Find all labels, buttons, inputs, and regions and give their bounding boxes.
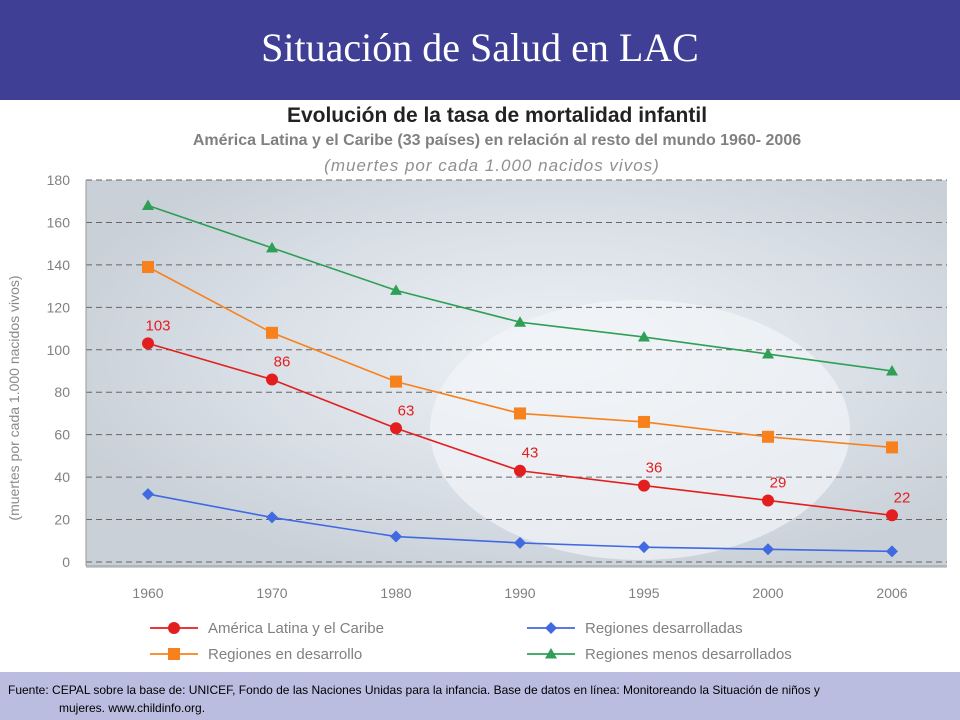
x-tick-label: 1960	[132, 585, 163, 601]
y-axis-label: (muertes por cada 1.000 nacidos vivos)	[6, 275, 22, 520]
source-text: Fuente: CEPAL sobre la base de: UNICEF, …	[8, 681, 948, 717]
x-tick-label: 1990	[504, 585, 535, 601]
data-point-marker	[514, 407, 526, 420]
y-tick-label: 60	[54, 427, 70, 443]
data-point-marker	[266, 241, 278, 253]
data-point-marker	[142, 199, 154, 210]
y-tick-label: 40	[54, 469, 70, 485]
data-point-marker	[390, 422, 402, 435]
data-point-marker	[762, 543, 774, 556]
data-point-marker	[390, 530, 402, 543]
data-point-marker	[886, 441, 898, 454]
data-point-marker	[638, 479, 650, 492]
data-point-marker	[168, 648, 180, 660]
data-point-marker	[638, 331, 650, 342]
data-point-marker	[886, 545, 898, 558]
data-point-marker	[545, 648, 557, 659]
data-point-marker	[762, 494, 774, 507]
data-label: 63	[398, 402, 415, 419]
data-point-marker	[266, 511, 278, 524]
chart-subtitle: América Latina y el Caribe (33 países) e…	[193, 132, 801, 149]
y-tick-label: 120	[47, 299, 71, 315]
x-tick-label: 1980	[380, 585, 411, 601]
data-point-marker	[266, 326, 278, 339]
y-tick-label: 180	[47, 172, 71, 188]
data-point-marker	[514, 464, 526, 477]
data-point-marker	[142, 261, 154, 274]
y-tick-label: 140	[47, 257, 71, 273]
data-label: 103	[145, 317, 170, 334]
mortality-chart: Evolución de la tasa de mortalidad infan…	[6, 104, 947, 663]
slide-title: Situación de Salud en LAC	[261, 25, 699, 70]
y-tick-label: 80	[54, 384, 70, 400]
data-label: 86	[274, 353, 291, 370]
data-label: 29	[770, 474, 787, 491]
legend-label: Regiones en desarrollo	[208, 646, 362, 663]
legend-label: Regiones menos desarrollados	[585, 646, 792, 663]
y-tick-label: 0	[62, 554, 70, 570]
x-tick-label: 2006	[876, 585, 907, 601]
y-tick-label: 100	[47, 342, 71, 358]
legend-label: América Latina y el Caribe	[208, 620, 384, 637]
data-point-marker	[762, 430, 774, 443]
data-point-marker	[266, 373, 278, 386]
y-tick-label: 20	[54, 512, 70, 528]
data-point-marker	[390, 375, 402, 388]
y-tick-label: 160	[47, 214, 71, 230]
data-label: 36	[646, 460, 663, 477]
data-point-marker	[638, 415, 650, 428]
chart-subtitle-units: (muertes por cada 1.000 nacidos vivos)	[324, 156, 660, 175]
chart-area: Evolución de la tasa de mortalidad infan…	[0, 100, 960, 670]
data-point-marker	[514, 316, 526, 327]
data-point-marker	[142, 337, 154, 350]
source-line-1: Fuente: CEPAL sobre la base de: UNICEF, …	[8, 683, 820, 697]
x-tick-label: 1970	[256, 585, 287, 601]
data-label: 43	[522, 445, 539, 462]
source-footer: Fuente: CEPAL sobre la base de: UNICEF, …	[0, 672, 960, 720]
data-point-marker	[886, 365, 898, 376]
legend-label: Regiones desarrolladas	[585, 620, 743, 637]
data-point-marker	[514, 536, 526, 549]
data-point-marker	[168, 622, 180, 634]
data-point-marker	[390, 284, 402, 295]
data-point-marker	[886, 509, 898, 522]
data-point-marker	[142, 488, 154, 501]
source-line-2: mujeres. www.childinfo.org.	[59, 701, 206, 715]
data-point-marker	[762, 348, 774, 359]
data-label: 22	[894, 489, 911, 506]
plot-background-shape	[430, 300, 850, 560]
data-point-marker	[638, 541, 650, 554]
slide-header: Situación de Salud en LAC	[0, 0, 960, 100]
x-tick-label: 1995	[628, 585, 659, 601]
chart-title: Evolución de la tasa de mortalidad infan…	[287, 104, 707, 127]
data-point-marker	[545, 622, 557, 634]
x-tick-label: 2000	[752, 585, 783, 601]
